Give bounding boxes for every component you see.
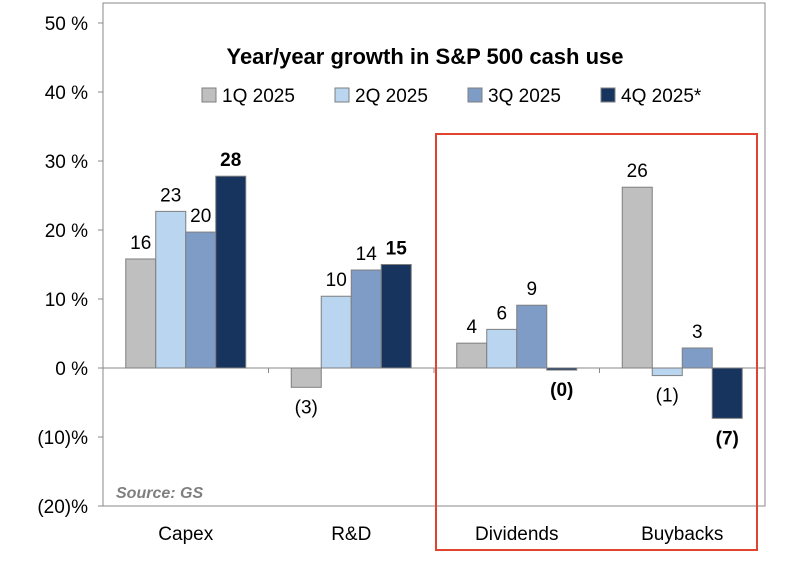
bar xyxy=(711,367,743,419)
legend-swatch xyxy=(334,87,350,103)
y-tick-label: 0 % xyxy=(55,359,88,380)
legend-swatch xyxy=(201,87,217,103)
data-label: (0) xyxy=(550,380,573,401)
bars: 16 23 20 28 (3) 10 14 15 469 (0) 26 (1) 3 (7) xyxy=(125,150,743,449)
plot-frame xyxy=(102,2,766,507)
legend-swatch xyxy=(467,87,483,103)
data-label: (1) xyxy=(656,386,679,407)
legend-label: 3Q 2025 xyxy=(488,86,561,107)
legend-label: 1Q 2025 xyxy=(222,86,295,107)
data-label: 10 xyxy=(326,270,347,291)
bar xyxy=(125,258,157,369)
bar xyxy=(546,367,578,371)
data-label: 23 xyxy=(160,185,181,206)
data-label: 28 xyxy=(220,150,241,171)
data-label: 4 xyxy=(466,317,477,338)
y-tick-label: 30 % xyxy=(45,152,88,173)
data-label: 9 xyxy=(526,279,537,300)
data-label: (7) xyxy=(716,428,739,449)
bar xyxy=(320,295,352,369)
y-tick-label: 40 % xyxy=(45,83,88,104)
category-label: Capex xyxy=(158,524,213,545)
bar xyxy=(621,186,653,369)
y-tick-label: (20)% xyxy=(37,497,88,518)
bar xyxy=(185,231,217,369)
bar xyxy=(155,210,187,369)
legend-swatch xyxy=(600,87,616,103)
bar xyxy=(456,342,488,369)
data-label: 26 xyxy=(627,161,648,182)
bar xyxy=(380,264,412,369)
y-tick-label: 10 % xyxy=(45,290,88,311)
y-tick-label: 50 % xyxy=(45,14,88,35)
category-label: Buybacks xyxy=(641,524,723,545)
bar xyxy=(350,269,382,369)
bar xyxy=(651,367,683,377)
x-axis: Capex R&D Dividends Buybacks xyxy=(158,368,723,545)
legend: 1Q 2025 2Q 2025 3Q 2025 4Q 2025* xyxy=(201,86,702,107)
data-label: 3 xyxy=(692,322,703,343)
data-label: 16 xyxy=(130,233,151,254)
legend-label: 2Q 2025 xyxy=(355,86,428,107)
bar xyxy=(215,175,247,369)
bar xyxy=(290,367,322,388)
highlight-box xyxy=(435,133,758,551)
category-label: Dividends xyxy=(475,524,558,545)
data-label: 15 xyxy=(386,239,408,260)
y-tick-label: 20 % xyxy=(45,221,88,242)
bar xyxy=(486,328,518,369)
y-tick-label: (10)% xyxy=(37,428,88,449)
category-label: R&D xyxy=(331,524,371,545)
data-label: 20 xyxy=(190,206,211,227)
bar xyxy=(681,347,713,369)
bar xyxy=(516,304,548,369)
data-label: 6 xyxy=(496,303,507,324)
data-label: (3) xyxy=(295,397,318,418)
legend-label: 4Q 2025* xyxy=(621,86,702,107)
source-note: Source: GS xyxy=(116,485,203,502)
data-label: 14 xyxy=(356,244,378,265)
chart-title: Year/year growth in S&P 500 cash use xyxy=(226,44,623,69)
